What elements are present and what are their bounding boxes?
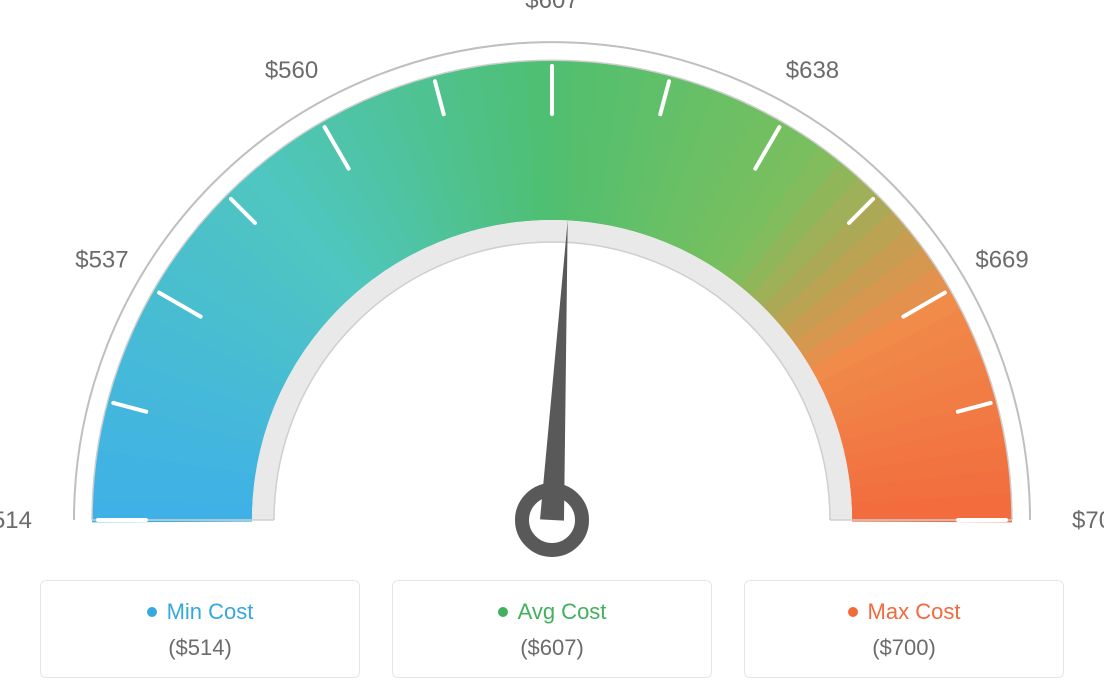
gauge-svg: $514 $537 $560 $607 $638 $669 $700 <box>0 0 1104 560</box>
dot-icon <box>147 607 157 617</box>
legend-value: ($700) <box>755 635 1053 661</box>
cost-gauge: $514 $537 $560 $607 $638 $669 $700 <box>0 0 1104 560</box>
legend-label: Avg Cost <box>518 599 607 625</box>
dot-icon <box>498 607 508 617</box>
svg-text:$700: $700 <box>1072 507 1104 534</box>
legend-title-min: Min Cost <box>147 599 254 625</box>
legend-row: Min Cost ($514) Avg Cost ($607) Max Cost… <box>0 560 1104 678</box>
legend-card-max: Max Cost ($700) <box>744 580 1064 678</box>
svg-text:$607: $607 <box>525 0 578 14</box>
svg-text:$638: $638 <box>786 57 839 84</box>
legend-title-max: Max Cost <box>848 599 961 625</box>
legend-value: ($607) <box>403 635 701 661</box>
legend-card-min: Min Cost ($514) <box>40 580 360 678</box>
legend-value: ($514) <box>51 635 349 661</box>
svg-text:$560: $560 <box>265 57 318 84</box>
legend-label: Min Cost <box>167 599 254 625</box>
dot-icon <box>848 607 858 617</box>
svg-text:$514: $514 <box>0 507 32 534</box>
legend-label: Max Cost <box>868 599 961 625</box>
legend-card-avg: Avg Cost ($607) <box>392 580 712 678</box>
legend-title-avg: Avg Cost <box>498 599 607 625</box>
svg-text:$669: $669 <box>975 247 1028 274</box>
svg-text:$537: $537 <box>75 247 128 274</box>
